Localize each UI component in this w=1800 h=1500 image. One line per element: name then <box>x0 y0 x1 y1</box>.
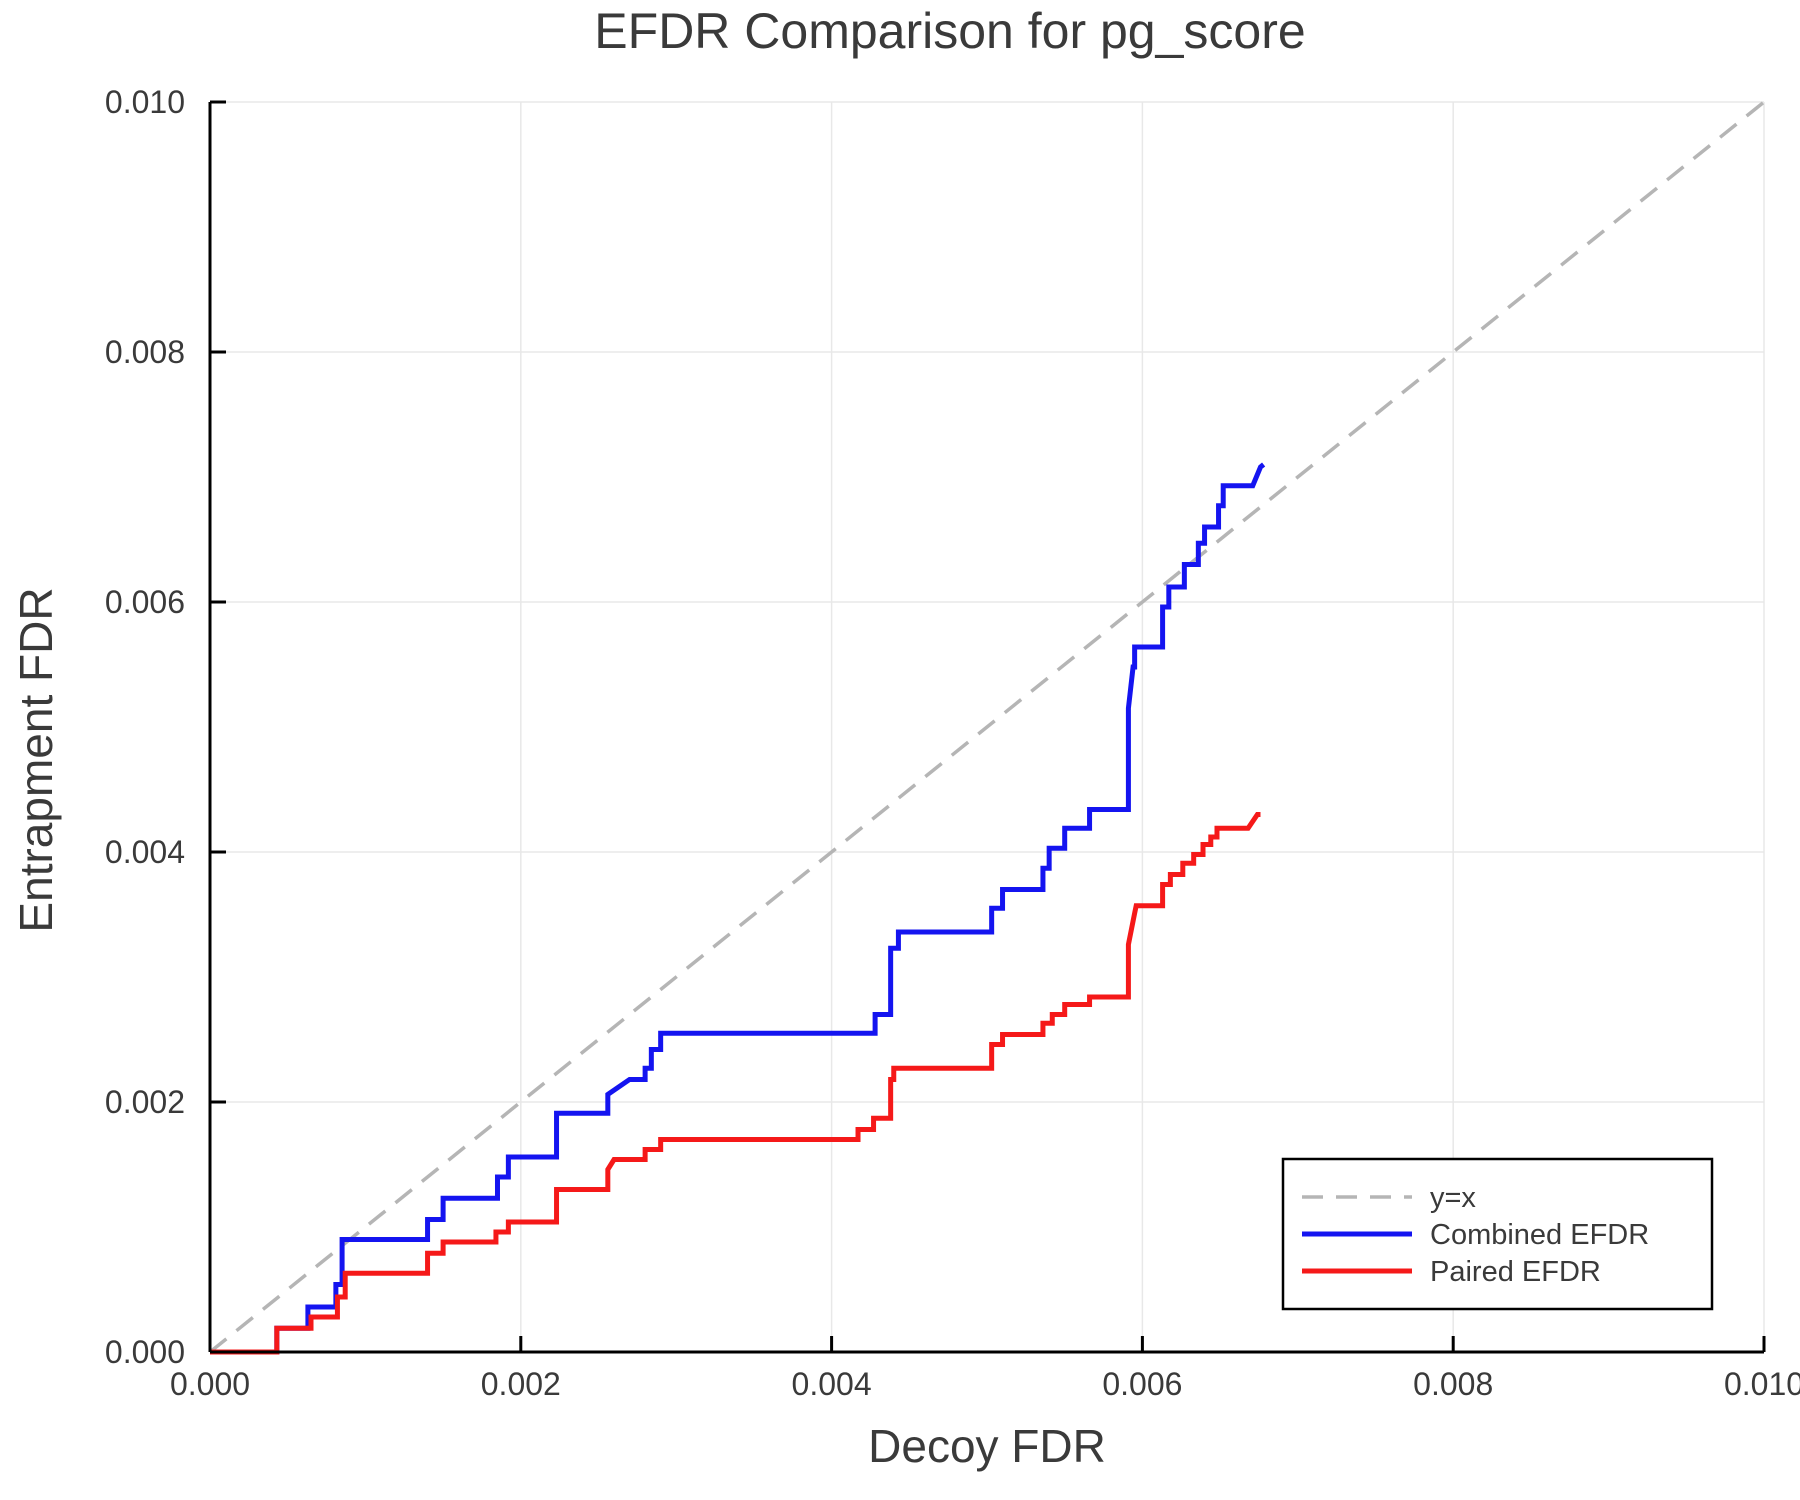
y-tick-label: 0.010 <box>105 84 185 120</box>
series-y-x <box>208 100 1766 1354</box>
series-paired-efdr <box>210 812 1261 1355</box>
y-tick-label: 0.008 <box>105 334 185 370</box>
tick-marks <box>208 100 1766 1354</box>
tick-labels: 0.000 0.002 0.004 0.006 0.008 0.010 0.000 0.002… <box>105 84 1800 1402</box>
y-tick-label: 0.006 <box>105 584 185 620</box>
series-lines <box>208 100 1766 1355</box>
x-tick-label: 0.006 <box>1102 1366 1182 1402</box>
y-tick-label: 0.000 <box>105 1334 185 1370</box>
legend-label-yx: y=x <box>1430 1182 1476 1214</box>
y-tick-label: 0.004 <box>105 834 185 870</box>
y-tick-label: 0.002 <box>105 1084 185 1120</box>
x-axis-label: Decoy FDR <box>868 1420 1106 1472</box>
legend-label-paired-efdr: Paired EFDR <box>1430 1256 1601 1288</box>
legend: y=x Combined EFDR Paired EFDR <box>1281 1157 1714 1311</box>
chart-title: EFDR Comparison for pg_score <box>594 3 1305 59</box>
legend-label-combined-efdr: Combined EFDR <box>1430 1219 1649 1251</box>
series-combined-efdr <box>210 462 1266 1355</box>
y-axis-label: Entrapment FDR <box>10 587 62 932</box>
x-tick-label: 0.010 <box>1724 1366 1800 1402</box>
x-tick-label: 0.000 <box>170 1366 250 1402</box>
x-tick-label: 0.004 <box>792 1366 872 1402</box>
x-tick-label: 0.002 <box>481 1366 561 1402</box>
x-tick-label: 0.008 <box>1413 1366 1493 1402</box>
